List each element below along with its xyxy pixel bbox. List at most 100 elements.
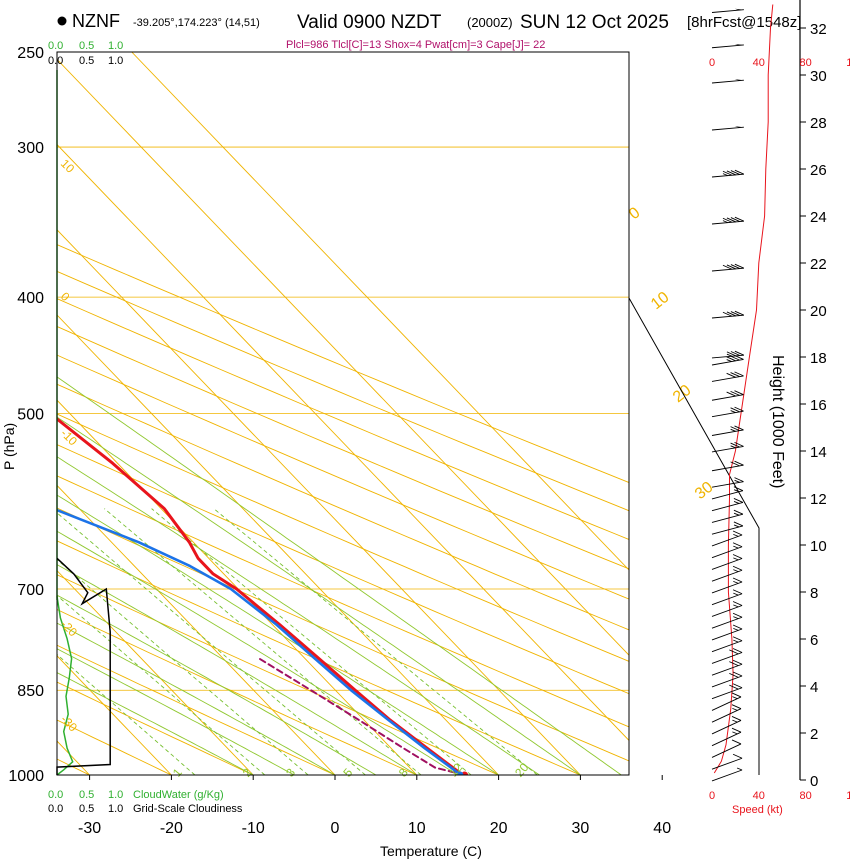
adiabat-label-2: 20	[670, 382, 695, 406]
wind-barb	[711, 704, 742, 723]
wind-barb-full	[734, 406, 744, 412]
moist-adiabat--10	[57, 672, 254, 775]
wind-barb-half	[726, 353, 733, 357]
wind-barb-pennant	[734, 126, 744, 128]
wind-barb-staff	[711, 354, 744, 359]
wind-barb-half	[733, 557, 739, 561]
pressure-tick-label-1000: 1000	[8, 768, 44, 785]
wind-barb-staff	[711, 663, 743, 676]
wind-barb-staff	[711, 9, 744, 13]
forecast-hour: [8hrFcst@1548z]	[687, 14, 801, 31]
cloudiness-bottom-tick-0: 0.0	[48, 803, 63, 815]
wind-barb-staff	[711, 769, 743, 782]
wind-barb-half	[733, 604, 739, 608]
wind-barb	[711, 355, 744, 366]
wind-barb-staff	[711, 534, 743, 547]
sounding-curves	[57, 417, 469, 775]
wind-barb-full	[734, 460, 744, 466]
moist-adiabat--5	[57, 648, 295, 775]
wind-barb-staff	[711, 394, 744, 401]
wind-barb	[711, 498, 744, 512]
wind-barb-full	[726, 264, 737, 270]
wind-barb-staff	[711, 757, 743, 770]
height-tick-label-16: 16	[810, 397, 827, 414]
height-tick-label-30: 30	[810, 68, 827, 85]
wind-barb-full	[729, 672, 739, 678]
wind-barb-full	[730, 264, 741, 269]
wind-barb	[711, 727, 742, 747]
isotherm-label-0: 10	[58, 156, 78, 176]
wind-barb-half	[734, 479, 740, 483]
wind-barb-full	[731, 704, 742, 710]
wind-barb	[711, 767, 743, 782]
wind-barb-half	[733, 639, 739, 643]
wind-barb-half	[732, 707, 738, 711]
wind-barb-full	[732, 554, 743, 559]
wind-barb-half	[730, 428, 736, 432]
dry-adiabat-80	[57, 383, 629, 631]
moist-adiabat-25	[57, 456, 540, 775]
y-axis-label: P (hPa)	[1, 423, 17, 470]
valid-time: Valid 0900 NZDT	[297, 12, 442, 33]
dry-adiabat-30	[57, 540, 582, 775]
wind-barb	[711, 509, 744, 523]
wind-barb-full	[730, 355, 740, 361]
wind-barb-half	[733, 545, 739, 549]
pressure-tick-label-300: 300	[17, 140, 44, 157]
wind-barb-staff	[711, 731, 742, 747]
wind-barb	[711, 79, 744, 84]
wind-barb-half	[736, 767, 743, 771]
wind-barb-staff	[711, 558, 743, 570]
wind-barb-staff	[711, 525, 744, 535]
isotherm-50	[57, 58, 629, 656]
speed-bottom-tick-80: 80	[799, 790, 811, 802]
wind-barb-half	[730, 410, 736, 413]
cloudiness-bottom-tick-2: 1.0	[108, 803, 123, 815]
wind-barb-full	[726, 217, 737, 223]
adiabat-label-1: 10	[648, 289, 673, 313]
temp-tick-label--20: -20	[160, 820, 183, 837]
cloudiness-curve	[56, 557, 111, 775]
wind-barb-staff	[711, 743, 742, 758]
wind-barb-full	[732, 612, 743, 618]
wind-barb-half	[733, 524, 740, 528]
wind-barb-staff	[711, 359, 744, 366]
wind-barb-staff	[711, 628, 743, 641]
wind-barb	[711, 169, 745, 178]
pressure-tick-label-700: 700	[17, 582, 44, 599]
wind-barb-full	[730, 311, 741, 316]
cloudiness-label: Grid-Scale Cloudiness	[133, 803, 243, 815]
mixing-ratio-label-2: 2	[240, 765, 255, 779]
wind-barb	[711, 8, 744, 13]
cloudwater-tick-2: 1.0	[108, 40, 123, 52]
cloudiness-tick-0: 0.0	[48, 55, 63, 67]
wind-barb-full	[734, 169, 745, 175]
isotherm--40	[0, 52, 8, 775]
wind-panel: 0246810121416182022242628303200404080801…	[628, 0, 850, 802]
height-tick-label-2: 2	[810, 726, 818, 743]
temp-tick-label-30: 30	[572, 820, 590, 837]
wind-barb	[711, 263, 745, 272]
mixing-ratio-line-12	[151, 508, 472, 775]
isotherm-30	[57, 229, 581, 775]
wind-barb-full	[722, 170, 733, 176]
mixing-ratio-line-8	[104, 508, 422, 775]
wind-barb	[711, 371, 744, 382]
wind-barb-half	[722, 220, 729, 224]
wind-barb-staff	[711, 720, 742, 735]
cloudiness-tick-1: 0.5	[79, 55, 94, 67]
wind-barb	[711, 460, 744, 472]
wind-barb	[711, 406, 744, 418]
height-tick-label-20: 20	[810, 303, 827, 320]
forecast-date: SUN 12 Oct 2025	[520, 12, 669, 33]
cloudwater-tick-0: 0.0	[48, 40, 63, 52]
wind-barb-staff	[711, 593, 743, 606]
height-tick-label-0: 0	[810, 773, 818, 790]
wind-barb-staff	[711, 546, 743, 559]
dry-adiabat-100	[57, 326, 629, 570]
temp-tick-label-40: 40	[653, 820, 671, 837]
wind-barb-full	[732, 753, 743, 759]
wind-barb-full	[729, 649, 739, 655]
wind-barb-full	[732, 624, 743, 630]
